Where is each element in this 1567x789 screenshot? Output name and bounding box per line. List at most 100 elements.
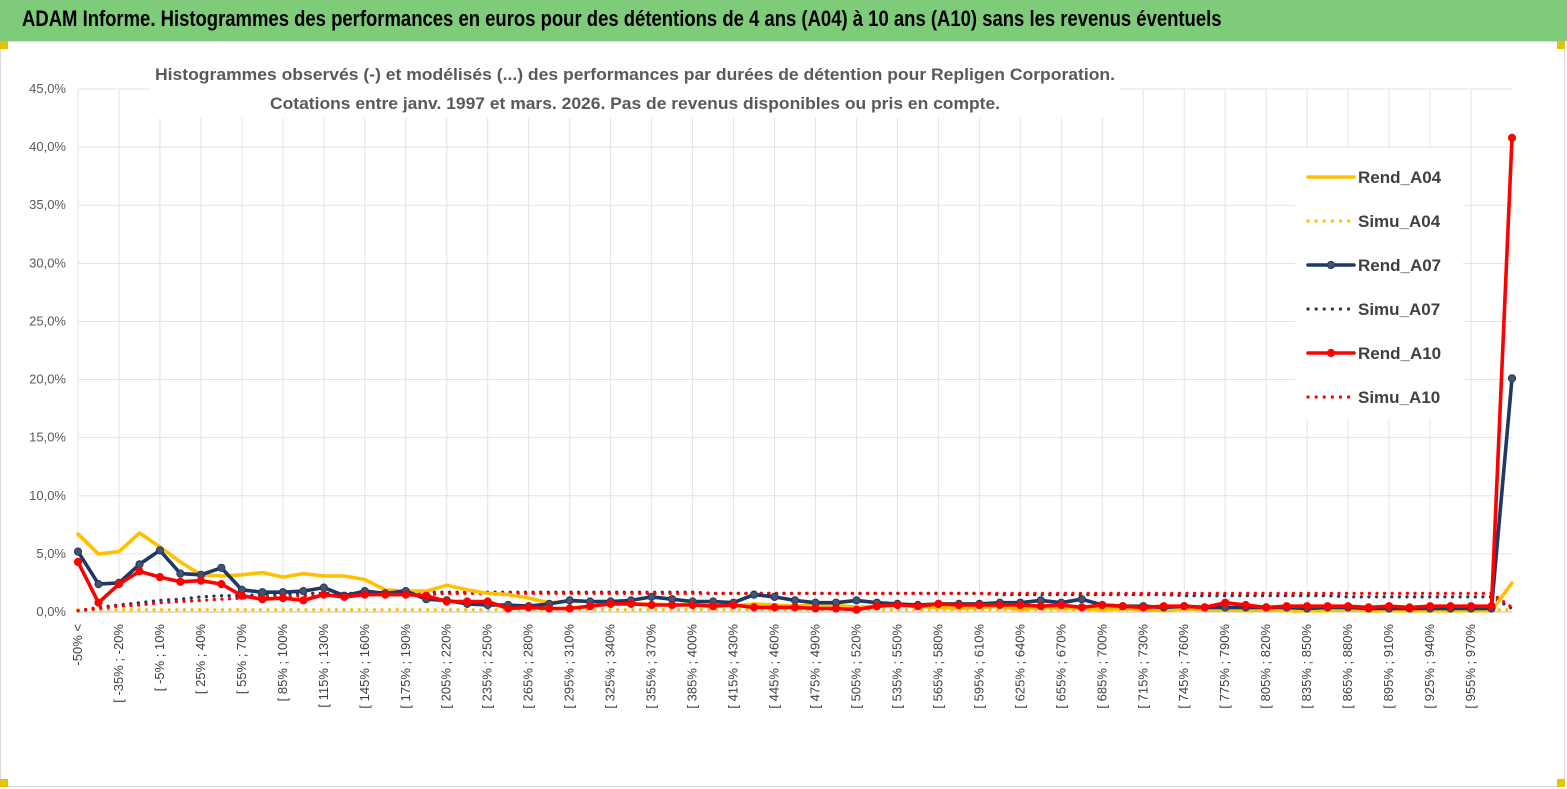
x-tick-label: [ 205% ; 220%: [439, 624, 454, 709]
data-point-rend-a10: [1282, 602, 1291, 611]
chart-subtitle: Cotations entre janv. 1997 et mars. 2026…: [270, 94, 1000, 113]
data-point-rend-a10: [1159, 602, 1168, 611]
data-point-rend-a10: [1221, 598, 1230, 607]
y-tick-label: 10,0%: [29, 488, 66, 503]
chart-frame: [0, 41, 1565, 787]
data-point-rend-a10: [1405, 603, 1414, 612]
data-point-rend-a10: [545, 604, 554, 613]
x-tick-label: [ 655% ; 670%: [1053, 624, 1068, 709]
data-point-rend-a10: [1466, 602, 1476, 611]
data-point-rend-a10: [1036, 602, 1045, 611]
data-point-rend-a07: [258, 588, 267, 597]
data-point-rend-a10: [73, 557, 83, 567]
x-tick-label: [ 445% ; 460%: [767, 624, 782, 709]
x-tick-label: [ 535% ; 550%: [889, 624, 904, 709]
data-point-rend-a07: [299, 587, 308, 596]
data-point-rend-a10: [913, 602, 923, 611]
x-tick-label: [ 145% ; 160%: [357, 624, 372, 709]
x-tick-label: [ 955% ; 970%: [1463, 624, 1478, 709]
data-point-rend-a10: [749, 603, 759, 612]
title-banner: ADAM Informe. Histogrammes des performan…: [0, 0, 1567, 41]
data-point-rend-a10: [647, 600, 656, 610]
data-point-rend-a10: [1323, 602, 1332, 611]
x-tick-label: [ 415% ; 430%: [726, 624, 741, 709]
x-tick-label: [ 475% ; 490%: [807, 624, 822, 709]
x-tick-label: [ 55% ; 70%: [234, 624, 249, 695]
x-tick-label: [ 295% ; 310%: [562, 624, 577, 709]
x-tick-label: -50% <: [70, 624, 85, 666]
data-point-rend-a10: [1262, 603, 1271, 612]
data-point-rend-a10: [975, 600, 984, 610]
x-tick-label: [ 115% ; 130%: [316, 624, 331, 708]
data-point-rend-a10: [319, 590, 328, 599]
data-point-rend-a10: [401, 590, 410, 599]
x-tick-label: [ 595% ; 610%: [971, 624, 986, 709]
x-tick-label: [ 325% ; 340%: [603, 624, 618, 709]
data-point-rend-a10: [94, 598, 103, 607]
data-point-rend-a10: [155, 573, 164, 582]
data-point-rend-a10: [1098, 600, 1107, 610]
data-point-rend-a10: [1507, 133, 1517, 142]
data-point-rend-a10: [688, 600, 697, 610]
data-point-rend-a10: [1446, 602, 1455, 611]
data-point-rend-a10: [360, 590, 369, 599]
legend-label-rend-a07: Rend_A07: [1358, 256, 1441, 275]
frame-corner-top-right: [1557, 41, 1565, 49]
y-tick-label: 30,0%: [29, 255, 66, 270]
legend: Rend_A04 Simu_A04 Rend_A07 Simu_A07 Rend_A10…: [1306, 168, 1442, 407]
y-tick-label: 35,0%: [29, 197, 66, 212]
data-point-rend-a10: [1344, 602, 1353, 611]
data-point-rend-a07: [790, 596, 800, 605]
data-point-rend-a07: [749, 590, 759, 599]
data-point-rend-a10: [1303, 602, 1312, 611]
x-tick-label: [ 565% ; 580%: [930, 624, 945, 709]
data-point-rend-a07: [94, 580, 103, 589]
data-point-rend-a10: [893, 600, 902, 610]
x-tick-label: [ 865% ; 880%: [1340, 624, 1355, 709]
legend-label-simu-a10: Simu_A10: [1358, 388, 1440, 407]
data-point-rend-a10: [176, 577, 185, 586]
data-point-rend-a10: [258, 595, 267, 604]
data-point-rend-a10: [709, 602, 718, 611]
data-point-rend-a10: [852, 605, 861, 614]
legend-background: [1295, 148, 1463, 418]
data-point-rend-a10: [627, 599, 636, 609]
data-point-rend-a07: [770, 592, 779, 602]
frame-corner-bottom-right: [1557, 779, 1565, 787]
data-point-rend-a10: [114, 580, 124, 589]
x-tick-label: [ 265% ; 280%: [521, 624, 536, 709]
chart-grid: [77, 88, 1512, 613]
x-tick-label: [ 925% ; 940%: [1422, 624, 1437, 709]
data-point-rend-a10: [1057, 600, 1066, 610]
data-point-rend-a10: [1487, 602, 1496, 611]
y-tick-label: 5,0%: [36, 546, 66, 561]
data-point-rend-a10: [1180, 602, 1189, 611]
x-axis: -50% < [ -35% ; -20% [ -5% ; 10% [ 25% ; 40…: [70, 611, 1512, 709]
data-point-rend-a07: [73, 547, 83, 556]
y-tick-label: 25,0%: [29, 313, 66, 328]
data-point-rend-a10: [196, 576, 205, 585]
data-point-rend-a10: [463, 597, 472, 606]
x-tick-label: [ 775% ; 790%: [1217, 624, 1232, 709]
data-point-rend-a10: [1200, 603, 1209, 612]
data-point-rend-a10: [1139, 603, 1148, 612]
data-point-rend-a10: [811, 604, 820, 613]
data-point-rend-a07: [1507, 374, 1517, 383]
x-tick-label: [ 685% ; 700%: [1094, 624, 1109, 709]
data-point-rend-a10: [217, 580, 226, 589]
data-point-rend-a10: [299, 596, 308, 605]
x-tick-label: [ -5% ; 10%: [152, 624, 167, 692]
data-point-rend-a10: [1385, 602, 1394, 611]
data-point-rend-a07: [565, 596, 574, 605]
data-point-rend-a10: [872, 602, 882, 611]
x-tick-label: [ -35% ; -20%: [111, 624, 126, 703]
data-point-rend-a10: [668, 600, 677, 610]
data-point-rend-a10: [1077, 603, 1086, 612]
data-point-rend-a10: [565, 604, 574, 613]
data-point-rend-a10: [934, 599, 943, 609]
subtitle-background: [150, 56, 1120, 118]
data-point-rend-a07: [155, 546, 164, 555]
x-tick-label: [ 385% ; 400%: [685, 624, 700, 709]
x-tick-label: [ 745% ; 760%: [1176, 624, 1191, 709]
